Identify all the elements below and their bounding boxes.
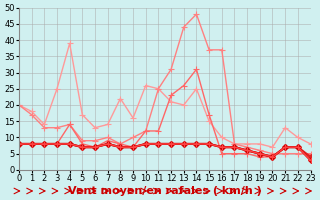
X-axis label: Vent moyen/en rafales ( km/h ): Vent moyen/en rafales ( km/h ) [68,186,262,196]
